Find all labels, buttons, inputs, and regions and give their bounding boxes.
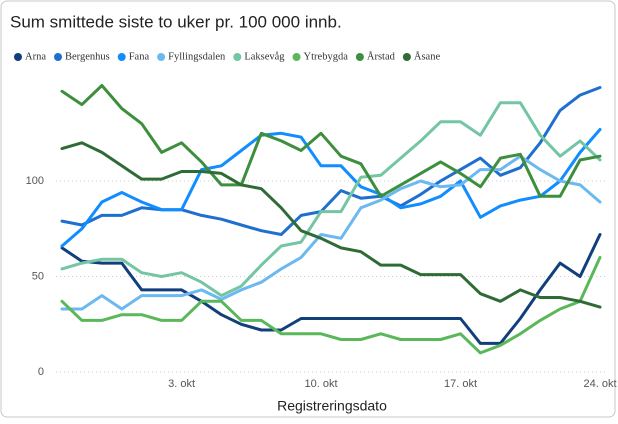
x-tick-label: 3. okt	[168, 378, 195, 390]
x-tick-label: 24. okt	[583, 378, 616, 390]
legend-marker	[233, 53, 242, 61]
legend-marker	[355, 53, 364, 61]
legend-marker	[292, 53, 301, 61]
legend-label: Bergenhus	[65, 51, 110, 62]
series-line	[60, 233, 602, 345]
legend-label: Laksevåg	[244, 51, 285, 62]
y-tick-label: 0	[38, 366, 44, 378]
legend-label: Fyllingsdalen	[168, 51, 226, 62]
series-line	[60, 84, 602, 198]
series-line	[60, 154, 602, 311]
legend-marker	[402, 53, 411, 61]
y-tick-label: 50	[32, 270, 44, 282]
x-axis-label: Registreringsdato	[277, 398, 387, 414]
legend-marker	[117, 53, 126, 61]
y-tick-label: 100	[26, 175, 44, 187]
x-tick-label: 17. okt	[444, 378, 477, 390]
series-line	[60, 255, 602, 355]
legend-label: Ytrebygda	[304, 51, 349, 62]
legend-label: Årstad	[367, 50, 396, 62]
series-line	[60, 101, 602, 298]
x-tick-label: 10. okt	[305, 378, 338, 390]
legend-marker	[157, 53, 166, 61]
legend-label: Arna	[25, 51, 46, 62]
chart-title: Sum smittede siste to uker pr. 100 000 i…	[10, 12, 342, 31]
series-line	[60, 128, 602, 248]
legend-label: Åsane	[414, 50, 441, 62]
series-line	[60, 141, 602, 309]
legend-marker	[54, 53, 62, 61]
series-line	[60, 86, 602, 236]
legend-label: Fana	[129, 51, 150, 62]
legend-marker	[14, 53, 22, 61]
